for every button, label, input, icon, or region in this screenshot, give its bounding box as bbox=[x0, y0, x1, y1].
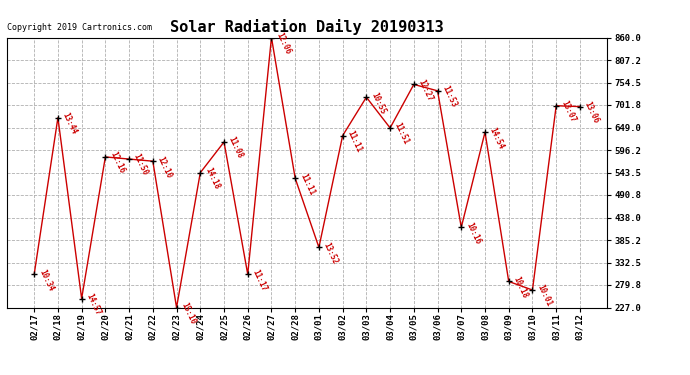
Text: 13:52: 13:52 bbox=[322, 241, 339, 266]
Text: 11:51: 11:51 bbox=[393, 122, 411, 146]
Text: 11:11: 11:11 bbox=[298, 172, 316, 196]
Text: 12:16: 12:16 bbox=[108, 150, 126, 175]
Title: Solar Radiation Daily 20190313: Solar Radiation Daily 20190313 bbox=[170, 19, 444, 35]
Text: 11:50: 11:50 bbox=[132, 153, 150, 177]
Text: 11:53: 11:53 bbox=[440, 84, 458, 109]
Text: 10:01: 10:01 bbox=[535, 284, 553, 308]
Text: 13:07: 13:07 bbox=[559, 99, 577, 124]
Text: 10:55: 10:55 bbox=[369, 91, 387, 116]
Text: 10:16: 10:16 bbox=[464, 221, 482, 246]
Text: 15:10: 15:10 bbox=[179, 301, 197, 326]
Text: 10:34: 10:34 bbox=[37, 268, 55, 292]
Text: Copyright 2019 Cartronics.com: Copyright 2019 Cartronics.com bbox=[7, 23, 152, 32]
Text: 14:57: 14:57 bbox=[84, 292, 102, 317]
Text: 11:08: 11:08 bbox=[227, 135, 245, 160]
Text: 12:27: 12:27 bbox=[417, 78, 435, 103]
Text: Radiation  (W/m2): Radiation (W/m2) bbox=[635, 2, 690, 11]
Text: 13:44: 13:44 bbox=[61, 111, 79, 136]
Text: 12:10: 12:10 bbox=[156, 154, 173, 179]
Text: 12:06: 12:06 bbox=[274, 31, 292, 56]
Text: 14:18: 14:18 bbox=[203, 166, 221, 191]
Text: 10:18: 10:18 bbox=[511, 275, 529, 300]
Text: 11:11: 11:11 bbox=[346, 129, 364, 154]
Text: 14:54: 14:54 bbox=[488, 126, 506, 150]
Text: 13:06: 13:06 bbox=[582, 100, 600, 125]
Text: 11:17: 11:17 bbox=[250, 268, 268, 292]
